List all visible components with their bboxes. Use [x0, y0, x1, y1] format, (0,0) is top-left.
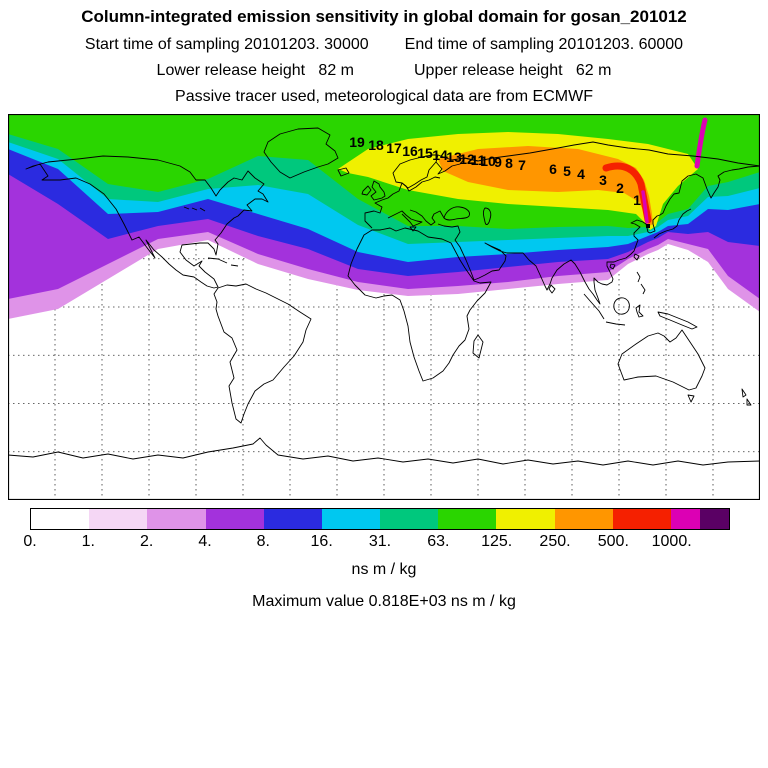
coastline-tasmania: [687, 394, 695, 403]
trajectory-point-label: 14: [432, 147, 448, 163]
start-time-text: Start time of sampling 20101203. 30000: [84, 36, 369, 53]
coastline-south-america: [213, 283, 312, 424]
trajectory-point-label: 9: [494, 154, 502, 170]
coastline-africa: [347, 227, 492, 382]
colorbar-segment: [670, 509, 700, 529]
colorbar-tick-label: 500.: [597, 533, 629, 550]
colorbar-segment: [699, 509, 730, 529]
colorbar-tick-label: 2.: [139, 533, 154, 550]
trajectory-point-label: 19: [349, 134, 365, 150]
colorbar-tick-label: 31.: [368, 533, 392, 550]
trajectory-point-label: 4: [577, 166, 585, 182]
receptor-marker: [646, 224, 650, 228]
coastline-white-sea: [435, 157, 479, 175]
colorbar-segment: [496, 509, 555, 529]
trajectory-point-label: 18: [368, 137, 384, 153]
trajectory-point-label: 5: [563, 163, 571, 179]
units-label: ns m / kg: [351, 561, 417, 578]
coastline-caspian-sea: [482, 207, 492, 226]
coastline-australia: [617, 329, 706, 391]
coastline-borneo: [613, 297, 630, 315]
plume-layer-orange: [438, 146, 653, 226]
trajectory-point-label: 2: [616, 180, 624, 196]
coastline-balkans-greece: [409, 209, 445, 226]
map-border: [8, 114, 760, 500]
coastline-caribbean-islands: [207, 257, 239, 267]
coastline-great-lakes: [183, 206, 206, 212]
colorbar: [30, 508, 730, 530]
colorbar-segment: [31, 509, 90, 529]
colorbar-segment: [89, 509, 148, 529]
colorbar-tick-label: 63.: [427, 533, 450, 550]
coastline-sumatra: [583, 293, 605, 320]
coastline-java: [605, 321, 626, 326]
coastline-southern-asia: [437, 165, 760, 305]
coastline-western-europe: [364, 176, 441, 229]
colorbar-segment: [380, 509, 439, 529]
colorbar-wrap: 0. 1. 2. 4. 8. 16. 31. 63. 125. 250. 500. 1000.: [23, 508, 730, 553]
emission-sensitivity-plume: [8, 114, 760, 319]
figure-header: Column-integrated emission sensitivity i…: [0, 0, 768, 106]
trajectory-point-label: 13: [446, 149, 462, 165]
colorbar-segment: [147, 509, 206, 529]
colorbar-segment: [438, 509, 497, 529]
max-value-text: Maximum value 0.818E+03 ns m / kg: [252, 593, 516, 610]
trajectory-point-label: 8: [505, 155, 513, 171]
colorbar-segment: [554, 509, 613, 529]
coastline-new-guinea: [657, 311, 698, 330]
trajectory-point-label: 6: [549, 161, 557, 177]
trajectory-point-label: 16: [402, 143, 418, 159]
trajectory-point-label: 3: [599, 172, 607, 188]
coastline-ireland: [361, 185, 372, 196]
colorbar-tick-label: 8.: [256, 533, 270, 550]
plume-core-magenta-streak: [641, 190, 649, 224]
coastline-arctic-russia: [437, 141, 760, 167]
coastline-britain: [370, 180, 386, 201]
colorbar-segment: [263, 509, 322, 529]
colorbar-segment: [321, 509, 381, 529]
coastline-antarctica: [8, 437, 760, 466]
coastline-madagascar: [472, 334, 484, 359]
colorbar-tick-label: 0.: [23, 533, 37, 550]
tracer-info-text: Passive tracer used, meteorological data…: [175, 88, 593, 105]
coastline-sri-lanka: [548, 284, 556, 294]
lower-release-height-text: Lower release height 82 m: [156, 62, 354, 79]
coastline-black-sea: [443, 206, 470, 221]
coastline-italy: [387, 210, 423, 227]
colorbar-tick-label: 4.: [198, 533, 212, 550]
coastline-north-america: [25, 155, 269, 289]
colorbar-tick-label: 125.: [481, 533, 513, 550]
colorbar-tick-label: 1000.: [651, 533, 692, 550]
coastline-philippines: [636, 271, 646, 295]
coastline-japan: [653, 208, 692, 239]
coastline-greenland: [263, 127, 339, 179]
coastline-new-zealand: [741, 388, 752, 406]
coastline-iceland: [337, 167, 350, 177]
colorbar-segment: [205, 509, 264, 529]
trajectory-point-label: 7: [518, 157, 526, 173]
trajectory-point-label: 10: [480, 153, 496, 169]
coastline-sicily: [409, 226, 417, 232]
plume-kamchatka-filament: [694, 117, 708, 169]
figure-title: Column-integrated emission sensitivity i…: [81, 7, 687, 26]
end-time-text: End time of sampling 20101203. 60000: [404, 36, 684, 53]
colorbar-tick-label: 16.: [310, 533, 333, 550]
colorbar-tick-label: 250.: [539, 533, 571, 550]
coastline-hainan: [609, 263, 616, 270]
trajectory-point-label: 17: [386, 140, 402, 156]
trajectory-point-label: 11: [471, 152, 486, 168]
colorbar-labels: 0. 1. 2. 4. 8. 16. 31. 63. 125. 250. 500. 1000.: [23, 533, 730, 553]
colorbar-tick-label: 1.: [81, 533, 95, 550]
trajectory-point-label: 12: [459, 151, 475, 167]
trajectory-point-label: 1: [633, 192, 641, 208]
coastline-taiwan: [633, 253, 640, 261]
trajectory-point-label: 15: [417, 145, 433, 161]
colorbar-segment: [612, 509, 671, 529]
upper-release-height-text: Upper release height 62 m: [414, 62, 612, 79]
coastline-sulawesi: [635, 304, 644, 318]
coastlines: [8, 127, 760, 466]
